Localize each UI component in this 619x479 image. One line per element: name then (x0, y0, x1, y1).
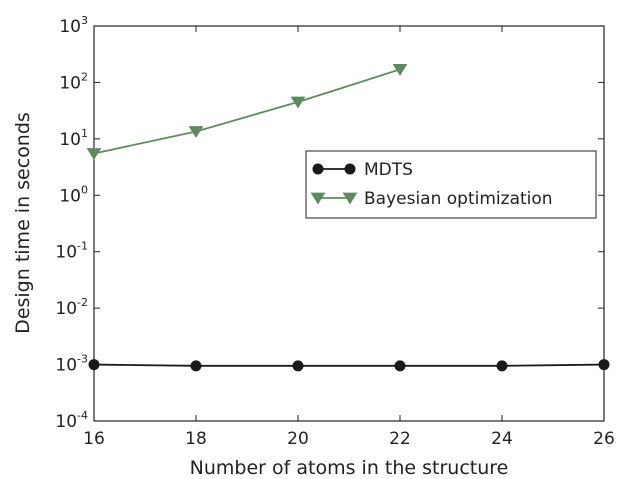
plot-area (93, 25, 605, 422)
y-tick-label: 103 (59, 14, 88, 37)
data-point-0 (88, 359, 100, 371)
x-tick-label: 20 (287, 429, 309, 449)
y-tick-label: 10-2 (55, 296, 88, 319)
data-point-0 (190, 360, 202, 372)
data-point-1 (188, 126, 204, 138)
y-tick-label: 100 (59, 183, 88, 206)
legend-label: MDTS (364, 160, 413, 180)
data-point-0 (394, 360, 406, 372)
legend-label: Bayesian optimization (364, 189, 553, 209)
x-tick-label: 18 (185, 429, 207, 449)
legend-marker (342, 192, 358, 205)
y-tick-label: 101 (59, 127, 88, 150)
data-point-1 (86, 148, 102, 160)
x-tick-label: 16 (83, 429, 105, 449)
data-point-1 (290, 96, 306, 109)
data-point-0 (598, 359, 610, 371)
x-tick-label: 22 (389, 429, 411, 449)
y-tick-label: 10-3 (55, 353, 88, 376)
x-axis-label: Number of atoms in the structure (190, 457, 509, 479)
legend-marker (344, 163, 356, 175)
x-tick-label: 26 (593, 429, 615, 449)
y-tick-label: 10-1 (55, 240, 88, 263)
y-tick-label: 102 (59, 70, 88, 93)
data-point-0 (292, 360, 304, 372)
y-tick-label: 10-4 (55, 409, 88, 432)
series-layer (86, 64, 610, 372)
data-point-1 (392, 64, 408, 76)
axis-ticks: 16 18 20 22 24 26 10-4 10-3 10-2 10-1 100 101 102 103 (55, 14, 614, 449)
data-point-0 (496, 360, 508, 372)
legend-marker (312, 163, 324, 175)
legend-frame (305, 150, 597, 219)
y-axis-label: Design time in seconds (12, 112, 34, 334)
legend-marker (310, 192, 326, 205)
x-tick-label: 24 (491, 429, 513, 449)
series-line-1 (93, 68, 401, 155)
series-line-0 (93, 363, 605, 367)
legend: MDTS Bayesian optimization (305, 150, 597, 219)
